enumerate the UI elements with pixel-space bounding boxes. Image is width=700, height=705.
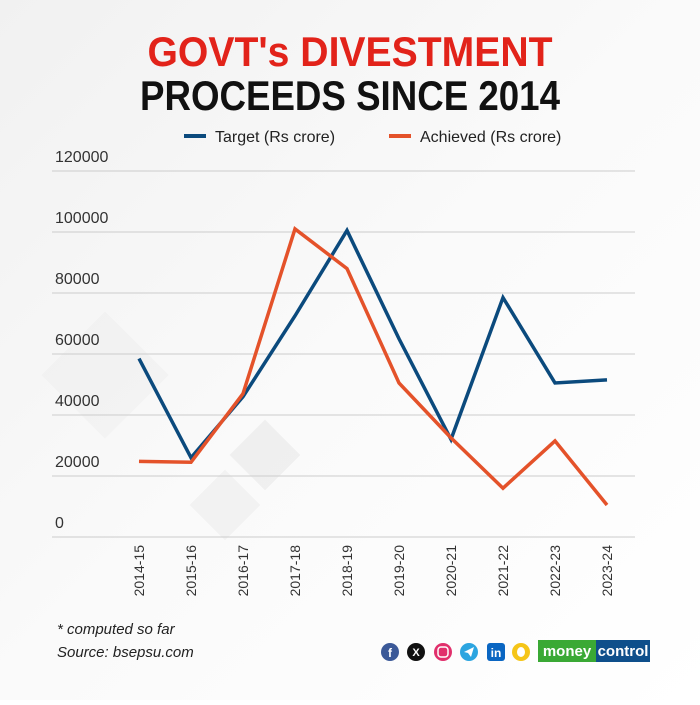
y-tick-label: 40000	[55, 393, 100, 410]
source-text: Source: bsepsu.com	[57, 644, 194, 661]
facebook-icon[interactable]: f	[381, 643, 399, 661]
snapchat-icon[interactable]	[512, 643, 530, 661]
legend-target-label: Target (Rs crore)	[215, 129, 335, 146]
title-line2: PROCEEDS SINCE 2014	[140, 72, 561, 119]
x-tick-label: 2016-17	[235, 545, 251, 597]
x-tick-label: 2020-21	[443, 545, 459, 597]
y-tick-label: 100000	[55, 210, 108, 227]
moneycontrol-logo: money control	[538, 640, 650, 662]
svg-text:X: X	[412, 647, 420, 659]
footnote: * computed so far	[57, 621, 176, 638]
x-tick-label: 2021-22	[495, 545, 511, 597]
instagram-icon[interactable]	[434, 643, 452, 661]
telegram-icon[interactable]	[460, 643, 478, 661]
y-tick-label: 0	[55, 515, 64, 532]
x-tick-label: 2017-18	[287, 545, 303, 597]
brand-part2: control	[598, 643, 649, 660]
x-tick-label: 2023-24	[599, 545, 615, 597]
x-tick-label: 2014-15	[131, 545, 147, 597]
x-tick-label: 2022-23	[547, 545, 563, 597]
legend-achieved-label: Achieved (Rs crore)	[420, 129, 561, 146]
y-tick-label: 80000	[55, 271, 100, 288]
y-tick-label: 20000	[55, 454, 100, 471]
y-tick-label: 60000	[55, 332, 100, 349]
x-tick-label: 2019-20	[391, 545, 407, 597]
x-tick-label: 2018-19	[339, 545, 355, 597]
linkedin-icon[interactable]: in	[487, 643, 505, 661]
title-line1: GOVT's DIVESTMENT	[148, 28, 553, 75]
svg-text:in: in	[491, 646, 502, 660]
brand-part1: money	[543, 643, 592, 660]
x-tick-label: 2015-16	[183, 545, 199, 597]
x-icon[interactable]: X	[407, 643, 425, 661]
y-tick-label: 120000	[55, 149, 108, 166]
